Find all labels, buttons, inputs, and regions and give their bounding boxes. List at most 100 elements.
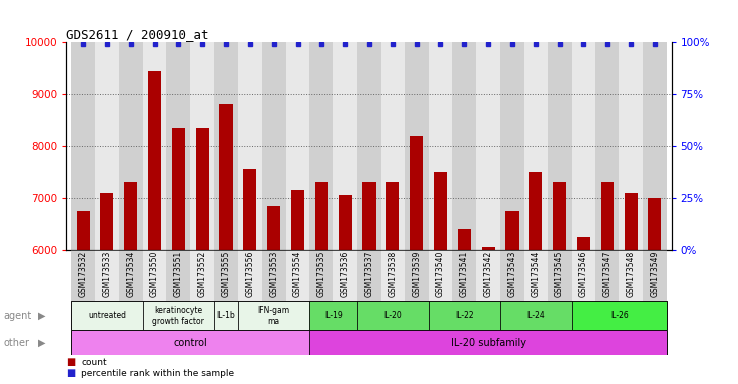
Bar: [500, 42, 524, 250]
Bar: [286, 250, 309, 301]
Text: GSM173538: GSM173538: [388, 251, 397, 297]
Bar: [142, 250, 167, 301]
Bar: [95, 250, 119, 301]
Text: GSM173537: GSM173537: [365, 251, 373, 297]
Bar: [529, 172, 542, 384]
Bar: [71, 42, 95, 250]
Bar: [429, 301, 500, 330]
Bar: [434, 172, 447, 384]
Bar: [500, 301, 571, 330]
Bar: [219, 104, 232, 384]
Bar: [142, 42, 167, 250]
Bar: [71, 330, 309, 355]
Text: GSM173532: GSM173532: [79, 251, 88, 297]
Bar: [381, 42, 404, 250]
Text: GSM173536: GSM173536: [341, 251, 350, 297]
Bar: [262, 250, 286, 301]
Bar: [548, 42, 571, 250]
Bar: [309, 301, 357, 330]
Bar: [238, 250, 262, 301]
Text: GSM173555: GSM173555: [221, 251, 230, 297]
Bar: [267, 205, 280, 384]
Bar: [119, 250, 142, 301]
Bar: [142, 301, 214, 330]
Bar: [309, 250, 334, 301]
Bar: [596, 250, 619, 301]
Text: GSM173535: GSM173535: [317, 251, 326, 297]
Text: GDS2611 / 200910_at: GDS2611 / 200910_at: [66, 28, 209, 41]
Text: ■: ■: [66, 368, 76, 378]
Bar: [167, 250, 190, 301]
Text: IL-26: IL-26: [610, 311, 629, 320]
Text: GSM173552: GSM173552: [198, 251, 207, 297]
Bar: [362, 182, 376, 384]
Text: IL-1b: IL-1b: [217, 311, 235, 320]
Text: ■: ■: [66, 357, 76, 367]
Bar: [452, 42, 476, 250]
Bar: [148, 71, 161, 384]
Bar: [71, 250, 95, 301]
Text: control: control: [173, 338, 207, 348]
Text: GSM173554: GSM173554: [293, 251, 302, 297]
Bar: [357, 250, 381, 301]
Bar: [315, 182, 328, 384]
Text: IL-22: IL-22: [455, 311, 474, 320]
Bar: [291, 190, 304, 384]
Bar: [214, 250, 238, 301]
Bar: [643, 42, 667, 250]
Bar: [571, 42, 596, 250]
Text: GSM173543: GSM173543: [508, 251, 517, 297]
Bar: [429, 42, 452, 250]
Bar: [524, 250, 548, 301]
Bar: [410, 136, 423, 384]
Bar: [381, 250, 404, 301]
Text: GSM173539: GSM173539: [412, 251, 421, 297]
Text: GSM173542: GSM173542: [483, 251, 493, 297]
Text: IL-20 subfamily: IL-20 subfamily: [451, 338, 525, 348]
Text: GSM173541: GSM173541: [460, 251, 469, 297]
Bar: [506, 211, 519, 384]
Text: GSM173551: GSM173551: [174, 251, 183, 297]
Text: GSM173550: GSM173550: [150, 251, 159, 297]
Bar: [339, 195, 352, 384]
Bar: [624, 193, 638, 384]
Bar: [119, 42, 142, 250]
Bar: [571, 301, 667, 330]
Bar: [596, 42, 619, 250]
Bar: [571, 250, 596, 301]
Bar: [286, 42, 309, 250]
Bar: [577, 237, 590, 384]
Bar: [553, 182, 566, 384]
Bar: [77, 211, 89, 384]
Bar: [548, 250, 571, 301]
Bar: [309, 42, 334, 250]
Text: keratinocyte
growth factor: keratinocyte growth factor: [153, 306, 204, 326]
Bar: [452, 250, 476, 301]
Text: GSM173540: GSM173540: [436, 251, 445, 297]
Text: other: other: [4, 338, 30, 348]
Bar: [238, 301, 309, 330]
Bar: [95, 42, 119, 250]
Bar: [238, 42, 262, 250]
Bar: [244, 169, 256, 384]
Bar: [357, 301, 429, 330]
Text: GSM173534: GSM173534: [126, 251, 135, 297]
Bar: [524, 42, 548, 250]
Text: GSM173545: GSM173545: [555, 251, 564, 297]
Bar: [649, 198, 661, 384]
Text: untreated: untreated: [88, 311, 126, 320]
Text: ▶: ▶: [38, 311, 46, 321]
Bar: [619, 250, 643, 301]
Bar: [601, 182, 614, 384]
Text: agent: agent: [4, 311, 32, 321]
Text: ▶: ▶: [38, 338, 46, 348]
Text: IFN-gam
ma: IFN-gam ma: [258, 306, 290, 326]
Bar: [190, 42, 214, 250]
Bar: [357, 42, 381, 250]
Bar: [172, 128, 185, 384]
Bar: [482, 247, 494, 384]
Bar: [619, 42, 643, 250]
Bar: [190, 250, 214, 301]
Text: GSM173548: GSM173548: [627, 251, 635, 297]
Bar: [71, 301, 142, 330]
